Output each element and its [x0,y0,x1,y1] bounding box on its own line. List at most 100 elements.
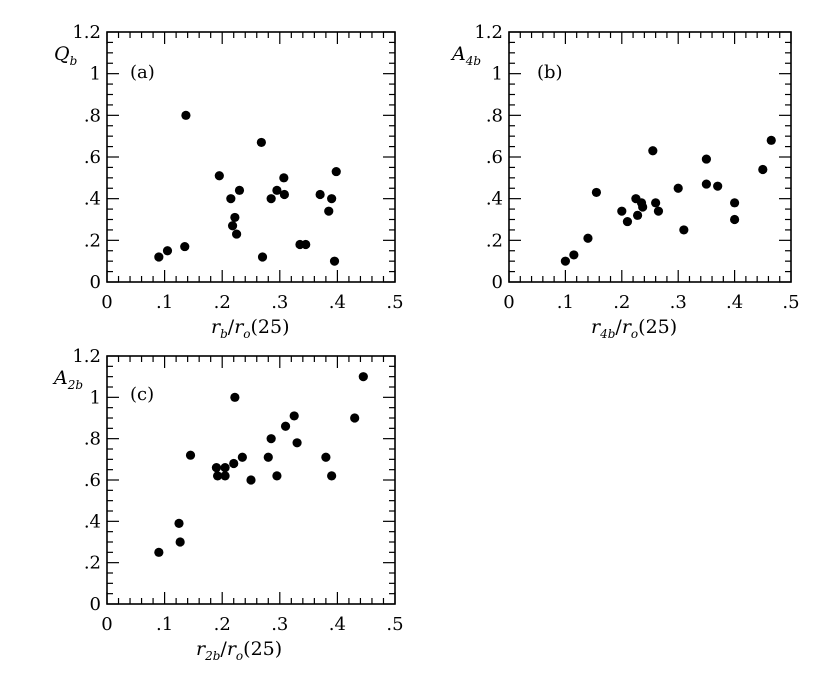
panel-b-points [560,135,776,266]
panel-b-x-tick-label: .1 [557,292,574,313]
data-point [226,194,236,204]
data-point [730,214,740,225]
panel-a-y-tick-label: .2 [84,230,101,251]
panel-c-y-tick-label: 1 [90,387,101,408]
data-point [331,166,341,177]
panel-b-y-tick-label: 1 [492,64,503,85]
data-point [713,181,723,191]
data-point [220,463,230,473]
panel-c-xlabel: r2b/ro(25) [196,638,282,663]
panel-c-x-tick-label: .4 [329,614,346,635]
data-point [234,185,245,195]
data-point [358,372,368,382]
data-point [272,185,282,195]
data-point [175,537,185,547]
panel-a-xlabel: rb/ro(25) [211,316,290,341]
data-point [301,239,311,250]
data-point [212,471,223,481]
data-point [701,154,712,164]
panel-a-y-tick-label: 1 [90,64,101,85]
data-point [214,171,224,181]
panel-c-ticks [106,355,396,605]
data-point [266,434,276,444]
panel-a-ticks [106,31,396,283]
data-point [246,475,256,485]
data-point [321,452,331,462]
data-point [292,438,302,448]
panel-a-y-tick-label: 0 [90,272,101,293]
data-point [327,194,337,204]
data-point [324,206,334,216]
data-point [651,198,661,208]
data-point [569,250,579,260]
data-point [232,229,242,239]
panel-c-y-tick-label: .4 [84,511,101,532]
data-point [230,212,240,223]
data-point [230,392,240,402]
data-point [266,194,276,204]
data-point [350,413,360,423]
panel-c: (c) A2b r2b/ro(25) 0 .1 .2 .3 .4 .5 0 .2 .4 .6 .8 1… [52,346,404,663]
panel-b-y-tick-label: .2 [486,230,503,251]
panel-b-x-tick-label: .2 [613,292,630,313]
data-point [227,221,238,231]
data-point [327,471,337,481]
panel-b-tag: (b) [537,62,563,83]
data-point [679,225,689,235]
data-point [279,173,289,183]
panel-a-y-tick-label: .8 [84,105,101,126]
data-point [758,164,768,175]
panel-a-x-tick-label: .1 [156,292,173,313]
data-point [766,135,776,145]
panel-b-x-tick-label: 0 [503,292,514,313]
panel-c-ylabel: A2b [52,367,83,392]
panel-b-y-tick-label: .4 [486,189,503,210]
data-point [279,189,290,200]
panel-c-x-tick-label: .1 [156,614,173,635]
panel-b-y-tick-label: .6 [486,147,503,168]
data-point [185,450,196,460]
panel-a-tag: (a) [130,62,155,83]
data-point [701,179,712,189]
data-point [220,471,230,481]
data-point [622,216,633,227]
panel-a-x-tick-label: .5 [386,292,403,313]
panel-c-x-tick-label: .5 [386,614,403,635]
panel-b-x-tick-label: .5 [782,292,799,313]
data-point [174,518,184,529]
panel-a-x-tick-label: 0 [101,292,112,313]
data-point [162,246,173,256]
data-point [638,202,648,212]
panel-b-x-tick-label: .3 [670,292,687,313]
panel-a: (a) Qb rb/ro(25) 0 .1 .2 .3 .4 .5 0 .2 .4 .6 .8 1 1.… [54,22,404,341]
panel-b-x-tick-label: .4 [726,292,743,313]
panel-a-x-tick-label: .4 [329,292,346,313]
data-point [180,241,190,252]
panel-c-tag: (c) [130,384,154,405]
data-point [617,206,627,216]
panel-a-y-tick-label: .4 [84,189,101,210]
panel-c-points [154,372,368,557]
panel-c-x-tick-label: 0 [101,614,112,635]
panel-a-y-tick-label: 1.2 [72,22,101,43]
data-point [730,198,740,208]
data-point [591,187,602,198]
data-point [673,183,683,193]
data-point [211,463,222,473]
data-point [583,233,593,243]
panel-a-x-tick-label: .3 [271,292,288,313]
data-point [329,256,340,266]
data-point [289,411,299,421]
panel-a-ylabel: Qb [54,43,77,68]
panel-b-y-tick-label: 0 [492,272,503,293]
data-point [632,210,643,220]
panel-c-y-tick-label: .8 [84,429,101,450]
data-point [257,252,268,262]
panel-a-y-tick-label: .6 [84,147,101,168]
data-point [263,452,273,462]
panel-b-ylabel: A4b [450,43,481,68]
data-point [648,146,658,156]
panel-b: (b) A4b r4b/ro(25) 0 .1 .2 .3 .4 .5 0 .2 .4 .6 .8 1… [450,22,800,341]
data-point [237,452,247,462]
